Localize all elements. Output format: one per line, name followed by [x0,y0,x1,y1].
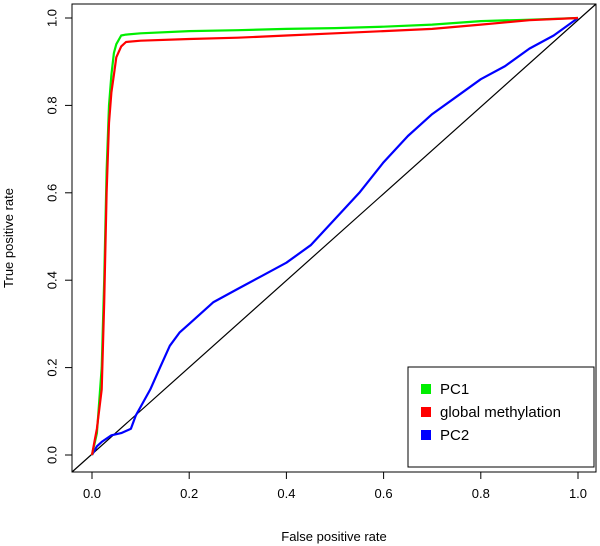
x-axis: 0.0 0.2 0.4 0.6 0.8 1.0 [83,471,587,501]
y-axis-title: True positive rate [1,188,16,288]
x-tick-label: 0.8 [472,486,490,501]
y-axis: 0.0 0.2 0.4 0.6 0.8 1.0 [44,9,73,464]
legend-label-pc2: PC2 [440,427,469,444]
legend-label-global-methylation: global methylation [440,404,561,421]
y-tick-label: 0.2 [44,359,59,377]
legend-box [407,366,595,468]
x-tick-label: 0.2 [180,486,198,501]
y-tick-label: 0.6 [44,184,59,202]
legend: PC1 global methylation PC2 [407,366,595,468]
x-tick-label: 0.6 [375,486,393,501]
x-tick-label: 1.0 [569,486,587,501]
series-line-pc2 [91,17,579,456]
y-tick-label: 0.4 [44,271,59,289]
y-tick-label: 0.0 [44,446,59,464]
diagonal-reference-line [71,3,597,473]
legend-swatch-pc2 [421,430,431,440]
legend-swatch-pc1 [421,384,431,394]
series-line-global-methylation [90,16,579,456]
x-tick-label: 0.0 [83,486,101,501]
y-tick-label: 1.0 [44,9,59,27]
legend-label-pc1: PC1 [440,381,469,398]
y-tick-label: 0.8 [44,96,59,114]
x-tick-label: 0.4 [277,486,295,501]
series-layer [90,16,579,456]
legend-swatch-global-methylation [421,407,431,417]
x-axis-title: False positive rate [281,529,387,544]
